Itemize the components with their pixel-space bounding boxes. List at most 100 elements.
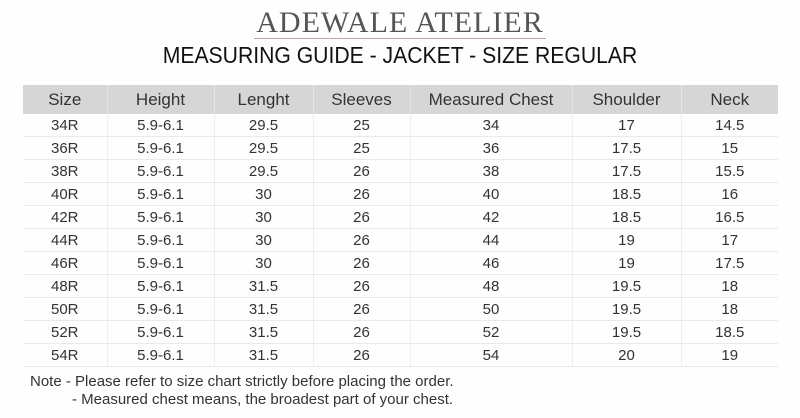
- table-cell: 16.5: [681, 205, 778, 229]
- table-cell: 20: [572, 343, 682, 367]
- table-row: 36R 5.9-6.1 29.5 25 36 17.5 15: [23, 136, 778, 160]
- table-cell: 29.5: [214, 136, 314, 160]
- brand-name: ADEWALE ATELIER: [254, 6, 546, 39]
- table-row: 44R 5.9-6.1 30 26 44 19 17: [23, 228, 778, 252]
- table-row: 48R 5.9-6.1 31.5 26 48 19.5 18: [23, 274, 778, 298]
- table-cell: 19.5: [572, 274, 682, 298]
- table-cell: 5.9-6.1: [107, 182, 215, 206]
- table-cell: 50: [410, 297, 573, 321]
- table-cell: 5.9-6.1: [107, 343, 215, 367]
- table-header-row: Size Height Lenght Sleeves Measured Chest Sho…: [23, 85, 778, 114]
- table-cell: 5.9-6.1: [107, 251, 215, 275]
- table-row: 40R 5.9-6.1 30 26 40 18.5 16: [23, 182, 778, 206]
- table-cell: 5.9-6.1: [107, 136, 215, 160]
- table-cell: 19.5: [572, 320, 682, 344]
- table-cell: 42R: [23, 205, 108, 229]
- column-header: Size: [23, 85, 108, 114]
- column-header: Sleeves: [313, 85, 411, 114]
- table-row: 50R 5.9-6.1 31.5 26 50 19.5 18: [23, 297, 778, 321]
- table-cell: 31.5: [214, 343, 314, 367]
- table-cell: 17.5: [572, 159, 682, 183]
- table-cell: 29.5: [214, 114, 314, 137]
- table-cell: 16: [681, 182, 778, 206]
- table-cell: 44R: [23, 228, 108, 252]
- notes: Note - Please refer to size chart strict…: [30, 373, 454, 409]
- table-cell: 17: [681, 228, 778, 252]
- table-cell: 31.5: [214, 274, 314, 298]
- table-cell: 5.9-6.1: [107, 320, 215, 344]
- table-cell: 31.5: [214, 320, 314, 344]
- size-chart-table: Size Height Lenght Sleeves Measured Chest Sho…: [23, 85, 778, 367]
- table-cell: 19: [572, 228, 682, 252]
- table-cell: 26: [313, 297, 411, 321]
- table-cell: 26: [313, 159, 411, 183]
- table-cell: 26: [313, 228, 411, 252]
- table-row: 54R 5.9-6.1 31.5 26 54 20 19: [23, 343, 778, 367]
- table-cell: 25: [313, 114, 411, 137]
- brand-logo: ADEWALE ATELIER: [0, 8, 800, 39]
- column-header: Shoulder: [572, 85, 682, 114]
- table-cell: 42: [410, 205, 573, 229]
- table-cell: 26: [313, 205, 411, 229]
- column-header: Lenght: [214, 85, 314, 114]
- column-header: Measured Chest: [410, 85, 573, 114]
- table-cell: 46R: [23, 251, 108, 275]
- table-cell: 5.9-6.1: [107, 228, 215, 252]
- note-line: - Measured chest means, the broadest par…: [72, 391, 454, 408]
- table-cell: 52R: [23, 320, 108, 344]
- table-cell: 15.5: [681, 159, 778, 183]
- table-cell: 26: [313, 251, 411, 275]
- table-cell: 5.9-6.1: [107, 159, 215, 183]
- table-cell: 38: [410, 159, 573, 183]
- table-cell: 46: [410, 251, 573, 275]
- table-row: 46R 5.9-6.1 30 26 46 19 17.5: [23, 251, 778, 275]
- page-title: MEASURING GUIDE - JACKET - SIZE REGULAR: [162, 42, 638, 68]
- table-cell: 26: [313, 343, 411, 367]
- table-cell: 50R: [23, 297, 108, 321]
- table-cell: 34R: [23, 114, 108, 137]
- table-cell: 18.5: [572, 205, 682, 229]
- table-cell: 26: [313, 182, 411, 206]
- table-cell: 44: [410, 228, 573, 252]
- table-cell: 36R: [23, 136, 108, 160]
- table-cell: 5.9-6.1: [107, 274, 215, 298]
- table-cell: 30: [214, 205, 314, 229]
- table-cell: 52: [410, 320, 573, 344]
- table-cell: 30: [214, 228, 314, 252]
- note-line: Note - Please refer to size chart strict…: [30, 373, 454, 390]
- table-cell: 5.9-6.1: [107, 114, 215, 137]
- table-cell: 48R: [23, 274, 108, 298]
- table-cell: 18.5: [572, 182, 682, 206]
- table-cell: 26: [313, 320, 411, 344]
- table-cell: 14.5: [681, 114, 778, 137]
- table-cell: 26: [313, 274, 411, 298]
- table-cell: 18: [681, 274, 778, 298]
- table-cell: 5.9-6.1: [107, 205, 215, 229]
- table-cell: 17: [572, 114, 682, 137]
- table-cell: 40R: [23, 182, 108, 206]
- table-cell: 19: [681, 343, 778, 367]
- table-cell: 38R: [23, 159, 108, 183]
- table-cell: 19.5: [572, 297, 682, 321]
- table-cell: 25: [313, 136, 411, 160]
- table-cell: 15: [681, 136, 778, 160]
- table-cell: 17.5: [572, 136, 682, 160]
- table-cell: 36: [410, 136, 573, 160]
- table-row: 34R 5.9-6.1 29.5 25 34 17 14.5: [23, 114, 778, 137]
- column-header: Height: [107, 85, 215, 114]
- table-cell: 5.9-6.1: [107, 297, 215, 321]
- table-cell: 29.5: [214, 159, 314, 183]
- table-row: 38R 5.9-6.1 29.5 26 38 17.5 15.5: [23, 159, 778, 183]
- table-row: 42R 5.9-6.1 30 26 42 18.5 16.5: [23, 205, 778, 229]
- table-cell: 31.5: [214, 297, 314, 321]
- table-cell: 54: [410, 343, 573, 367]
- table-cell: 54R: [23, 343, 108, 367]
- table-cell: 17.5: [681, 251, 778, 275]
- table-cell: 34: [410, 114, 573, 137]
- column-header: Neck: [681, 85, 778, 114]
- table-cell: 30: [214, 251, 314, 275]
- table-cell: 18.5: [681, 320, 778, 344]
- table-cell: 30: [214, 182, 314, 206]
- table-cell: 19: [572, 251, 682, 275]
- table-cell: 18: [681, 297, 778, 321]
